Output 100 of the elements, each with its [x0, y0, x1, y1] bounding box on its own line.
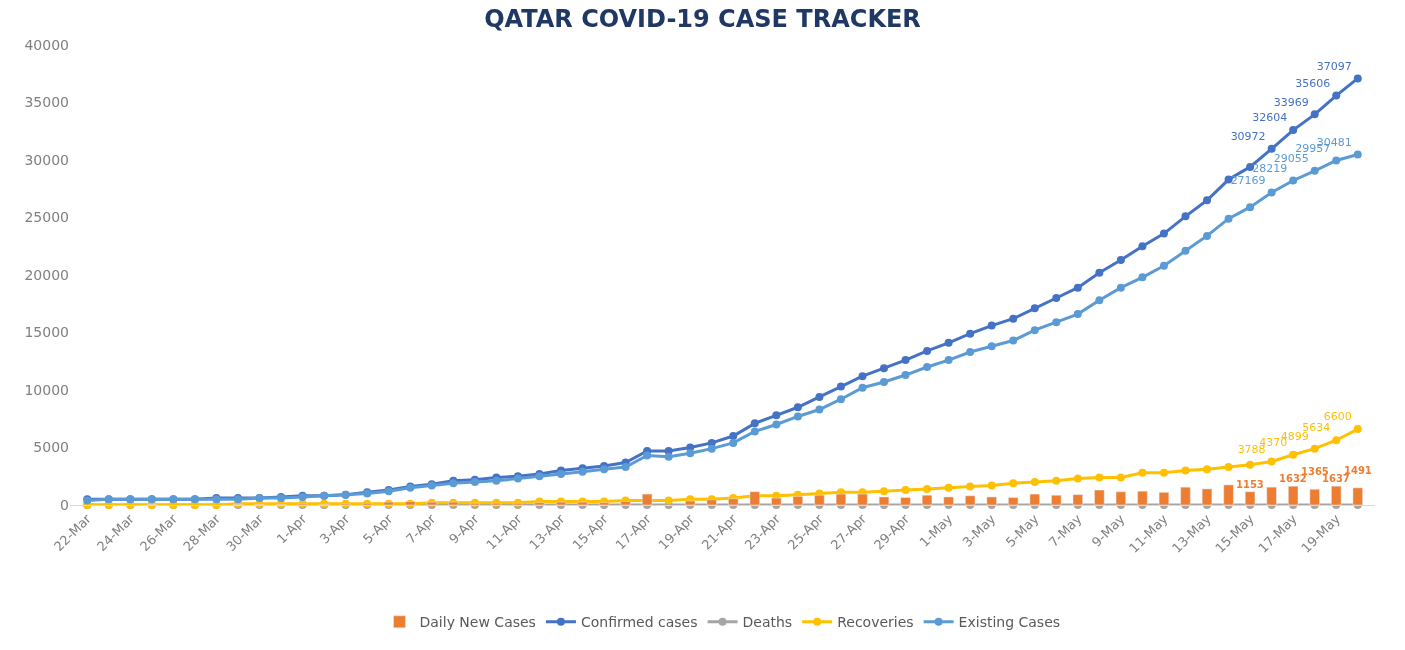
point: [1030, 304, 1039, 313]
point: [1332, 156, 1341, 165]
point: [1289, 450, 1298, 459]
point: [901, 371, 910, 380]
point: [944, 338, 953, 347]
point: [901, 356, 910, 365]
point: [772, 411, 781, 420]
point: [772, 420, 781, 429]
point: [1073, 310, 1082, 319]
point: [1159, 229, 1168, 238]
y-tick-label: 0: [60, 496, 69, 513]
legend-label: Recoveries: [837, 614, 914, 631]
point: [729, 432, 738, 440]
point: [880, 487, 889, 496]
point: [664, 496, 673, 505]
point: [1073, 474, 1082, 483]
point: [1353, 74, 1362, 83]
data-label: 6600: [1323, 410, 1352, 424]
point: [923, 484, 932, 493]
point: [836, 382, 845, 391]
point: [858, 372, 867, 381]
point: [793, 403, 802, 412]
point: [1095, 268, 1104, 277]
point: [1138, 468, 1147, 477]
point: [1246, 203, 1255, 212]
point: [880, 377, 889, 386]
point: [686, 449, 695, 458]
point: [966, 482, 975, 491]
point: [944, 356, 953, 365]
point: [1332, 91, 1341, 100]
data-label: 30972: [1230, 130, 1266, 144]
point: [1181, 246, 1190, 255]
y-tick-label: 5000: [33, 439, 69, 456]
point: [643, 451, 652, 460]
point: [1310, 444, 1319, 453]
point: [1159, 468, 1168, 477]
point: [858, 383, 867, 392]
point: [1052, 476, 1061, 485]
point: [621, 463, 630, 472]
point: [1052, 318, 1061, 327]
point: [1267, 144, 1276, 153]
legend-label: Confirmed cases: [580, 614, 698, 631]
point: [1203, 231, 1212, 240]
point: [1203, 196, 1212, 205]
point: [1116, 256, 1125, 265]
y-tick-label: 10000: [24, 381, 69, 398]
point: [1009, 336, 1018, 345]
data-label: 33969: [1273, 95, 1309, 109]
point: [664, 452, 673, 461]
point: [1224, 463, 1233, 472]
point: [1353, 425, 1362, 434]
point: [987, 321, 996, 330]
y-tick-label: 30000: [24, 151, 69, 168]
point: [1030, 478, 1039, 486]
point: [815, 392, 824, 401]
point: [1181, 466, 1190, 475]
point: [1224, 214, 1233, 223]
point: [729, 438, 738, 447]
legend-label: Existing Cases: [958, 614, 1061, 631]
y-tick-label: 35000: [24, 94, 69, 111]
point: [600, 465, 609, 474]
point: [836, 395, 845, 404]
point: [707, 444, 716, 453]
point: [1353, 150, 1362, 159]
point: [1203, 465, 1212, 474]
point: [901, 486, 910, 495]
point: [1095, 473, 1104, 482]
chart-title: QATAR COVID-19 CASE TRACKER: [484, 4, 921, 33]
point: [1116, 473, 1125, 482]
point: [923, 363, 932, 371]
point: [793, 412, 802, 421]
point: [1138, 242, 1147, 251]
data-label: 28219: [1252, 161, 1288, 175]
legend-label: Deaths: [742, 614, 793, 631]
point: [1267, 457, 1276, 466]
y-tick-label: 25000: [24, 209, 69, 226]
point: [944, 483, 953, 492]
point: [750, 419, 759, 428]
point: [1332, 436, 1341, 445]
y-tick-label: 15000: [24, 324, 69, 341]
point: [1095, 296, 1104, 305]
point: [1289, 176, 1298, 185]
point: [1159, 261, 1168, 270]
point: [966, 348, 975, 357]
point: [1030, 326, 1039, 335]
point: [1009, 479, 1018, 488]
point: [1073, 283, 1082, 292]
point: [1246, 460, 1255, 469]
point: [1009, 314, 1018, 323]
point: [1310, 166, 1319, 175]
point: [1289, 126, 1298, 135]
point: [880, 364, 889, 373]
point: [1181, 212, 1190, 221]
y-tick-label: 20000: [24, 266, 69, 283]
point: [750, 427, 759, 436]
point: [1138, 273, 1147, 282]
point: [987, 481, 996, 490]
point: [1310, 110, 1319, 119]
point: [1116, 283, 1125, 292]
data-label: 37097: [1316, 59, 1352, 73]
